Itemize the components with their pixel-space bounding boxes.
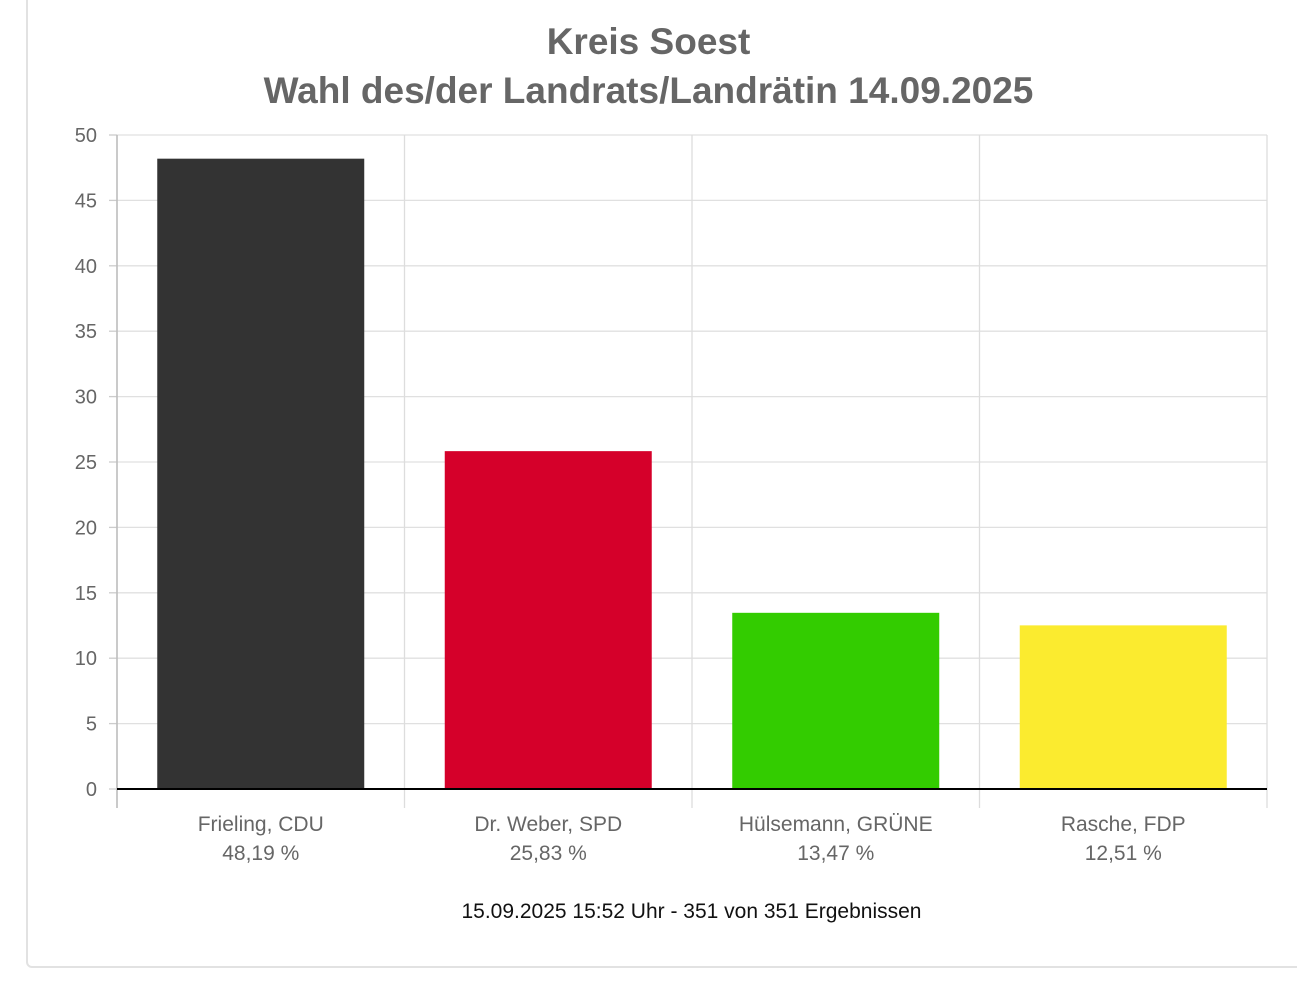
y-tick-label: 5: [86, 714, 97, 736]
x-category-label: Rasche, FDP: [1061, 813, 1186, 836]
y-tick-label: 45: [75, 190, 97, 212]
x-value-label: 13,47 %: [797, 842, 874, 865]
bar-4: [1019, 625, 1227, 789]
y-tick-label: 0: [86, 779, 97, 801]
x-category-label: Frieling, CDU: [198, 813, 324, 836]
y-tick-label: 15: [75, 583, 97, 605]
y-tick-label: 25: [75, 452, 97, 474]
results-status: 15.09.2025 15:52 Uhr - 351 von 351 Ergeb…: [461, 900, 922, 923]
y-tick-label: 35: [75, 321, 97, 343]
y-tick-label: 10: [75, 648, 97, 670]
x-category-label: Hülsemann, GRÜNE: [739, 813, 933, 836]
bar-1: [157, 158, 365, 789]
bar-2: [444, 451, 652, 789]
x-value-label: 48,19 %: [222, 842, 299, 865]
x-value-label: 12,51 %: [1085, 842, 1162, 865]
y-tick-label: 20: [75, 517, 97, 539]
x-category-label: Dr. Weber, SPD: [474, 813, 622, 836]
chart-subtitle: Wahl des/der Landrats/Landrätin 14.09.20…: [263, 70, 1034, 111]
bar-3: [732, 612, 940, 789]
y-tick-label: 30: [75, 387, 97, 409]
y-tick-label: 50: [75, 125, 97, 147]
x-value-label: 25,83 %: [510, 842, 587, 865]
chart-title: Kreis Soest: [546, 21, 751, 62]
y-tick-label: 40: [75, 256, 97, 278]
